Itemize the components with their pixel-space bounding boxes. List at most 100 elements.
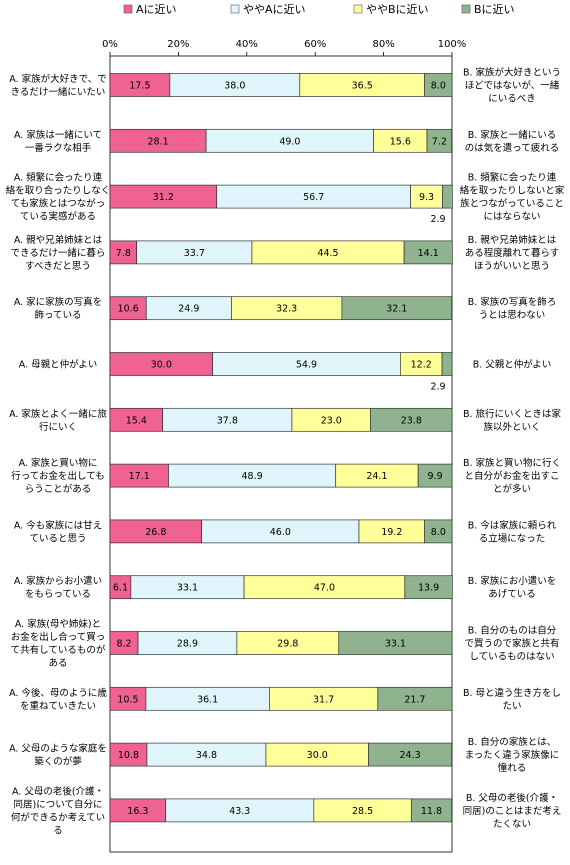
row-b-label: 絡を取ったりしないと家 — [460, 185, 565, 197]
bar-segment — [442, 184, 453, 209]
bar-value-label: 31.2 — [153, 192, 174, 203]
bar-value-label: 9.9 — [428, 471, 443, 482]
bar-value-label: 21.7 — [404, 694, 425, 705]
row-b-label: のは気を遣って疲れる — [465, 142, 560, 154]
row-b-label: B. 家族が大好きという — [463, 67, 561, 79]
x-tick-label: 80% — [372, 39, 394, 50]
bar-value-label: 10.6 — [118, 304, 139, 315]
bar-value-label: 10.5 — [117, 694, 138, 705]
bar-segment — [424, 73, 453, 97]
bar-value-label: 33.7 — [184, 248, 205, 259]
bar-value-label: 8.2 — [116, 639, 131, 650]
row-b-label: B. 親や兄弟姉妹とは — [468, 234, 557, 246]
bar-value-label: 29.8 — [277, 639, 298, 650]
row-b-label: B. 家族の写真を飾ろ — [468, 296, 557, 308]
row-b-label: B. 父母の老後(介護・ — [466, 792, 558, 804]
row-a-label: 絡を取り合ったりしなく — [6, 185, 111, 197]
bar-value-label: 31.7 — [313, 694, 334, 705]
row-b-label: 族以外といく — [483, 421, 540, 433]
row-a-label: 行ってお金を出しても — [11, 470, 104, 482]
row-a-label: 何ができるか考えてい — [11, 811, 105, 823]
bar-value-label: 56.7 — [303, 192, 324, 203]
row-a-label: ても家族とはつながっ — [11, 198, 106, 210]
bar-value-label: 7.2 — [432, 136, 447, 147]
row-a-label: 行にいく — [39, 421, 77, 433]
bar-value-label: 46.0 — [270, 527, 291, 538]
legend-label-2: ややAに近い — [243, 3, 306, 16]
row-a-label: A. 母親と仲がよい — [19, 359, 97, 371]
bar-value-label: 17.1 — [129, 471, 150, 482]
bar-segment — [368, 742, 453, 767]
row-a-label: A. 家に家族の写真を — [14, 296, 102, 308]
row-a-label: A. 家族からお小遣い — [14, 575, 102, 587]
row-a-label: 築くのが夢 — [34, 756, 82, 768]
row-a-label: て共有しているものが — [11, 644, 106, 656]
bar-outside-value-label: 2.9 — [430, 382, 445, 393]
bar-segment — [417, 463, 453, 488]
bar-value-label: 24.3 — [400, 750, 421, 761]
row-a-label: 一番ラクな相手 — [25, 142, 92, 154]
row-b-label: 族とつながっていること — [460, 198, 564, 210]
bar-value-label: 33.1 — [385, 639, 406, 650]
bar-value-label: 48.9 — [242, 471, 263, 482]
row-b-label: B. 家族と一緒にいる — [468, 129, 557, 141]
bar-value-label: 15.4 — [126, 415, 147, 426]
row-b-label: ほどではないが、一緒 — [465, 80, 560, 92]
bar-value-label: 15.6 — [390, 136, 411, 147]
bar-value-label: 19.2 — [381, 527, 402, 538]
bar-value-label: 26.8 — [145, 527, 166, 538]
legend-swatch-2 — [230, 4, 240, 14]
bar-value-label: 8.0 — [431, 527, 446, 538]
bar-value-label: 38.0 — [224, 81, 245, 92]
plot-frame — [109, 55, 453, 853]
bar-value-label: 16.3 — [127, 806, 148, 817]
chart-row: A. 頻繁に会ったり連絡を取り合ったりしなくても家族とはつながっている実感がある… — [6, 172, 565, 226]
row-a-label: A. 家族が大好きで、で — [9, 73, 107, 85]
bar-value-label: 17.5 — [129, 81, 150, 92]
bar-value-label: 34.8 — [196, 750, 217, 761]
bar-value-label: 23.0 — [321, 415, 342, 426]
chart-row: A. 母親と仲がよい B. 父親と仲がよい 30.0 54.9 12.2 2.9 — [19, 352, 552, 393]
bar-value-label: 28.9 — [177, 639, 198, 650]
row-b-label: B. 家族にお小遣いを — [468, 575, 557, 587]
row-a-label: A. 家族とよく一緒に旅 — [9, 408, 107, 420]
bar-value-label: 14.1 — [418, 248, 439, 259]
row-b-label: しているものはない — [469, 652, 554, 663]
bar-value-label: 54.9 — [296, 360, 317, 371]
row-b-label: B. 父親と仲がよい — [473, 359, 552, 371]
bar-segment — [338, 631, 453, 655]
row-a-label: らうことがある — [25, 483, 92, 495]
bar-value-label: 24.9 — [178, 304, 199, 315]
bar-value-label: 6.1 — [113, 583, 128, 594]
bar-value-label: 47.0 — [314, 583, 335, 594]
legend-swatch-3 — [353, 4, 363, 14]
bar-value-label: 43.3 — [229, 806, 250, 817]
row-a-label: A. 父母のような家庭を — [9, 743, 107, 755]
bar-value-label: 13.9 — [418, 583, 439, 594]
row-a-label: A. 家族と買い物に — [19, 457, 98, 469]
row-b-label: ほうがいいと思う — [474, 260, 550, 272]
row-b-label: まったく違う家族像に — [465, 749, 560, 761]
bar-segment — [441, 352, 453, 376]
row-a-label: A. 家族は一緒にいて — [14, 129, 102, 141]
row-b-label: にはならない — [483, 212, 540, 223]
row-a-label: A. 家族(母や姉妹)と — [15, 618, 101, 630]
bar-segment — [377, 686, 453, 711]
row-b-label: B. 自分のものは自分 — [468, 625, 557, 637]
bar-value-label: 24.1 — [366, 471, 387, 482]
row-a-label: A. 親や兄弟姉妹とは — [14, 234, 103, 246]
bar-value-label: 28.5 — [352, 806, 373, 817]
row-b-label: る立場になった — [479, 532, 546, 544]
bar-segment — [341, 296, 453, 321]
row-b-label: B. 母と違う生き方をし — [463, 687, 561, 699]
